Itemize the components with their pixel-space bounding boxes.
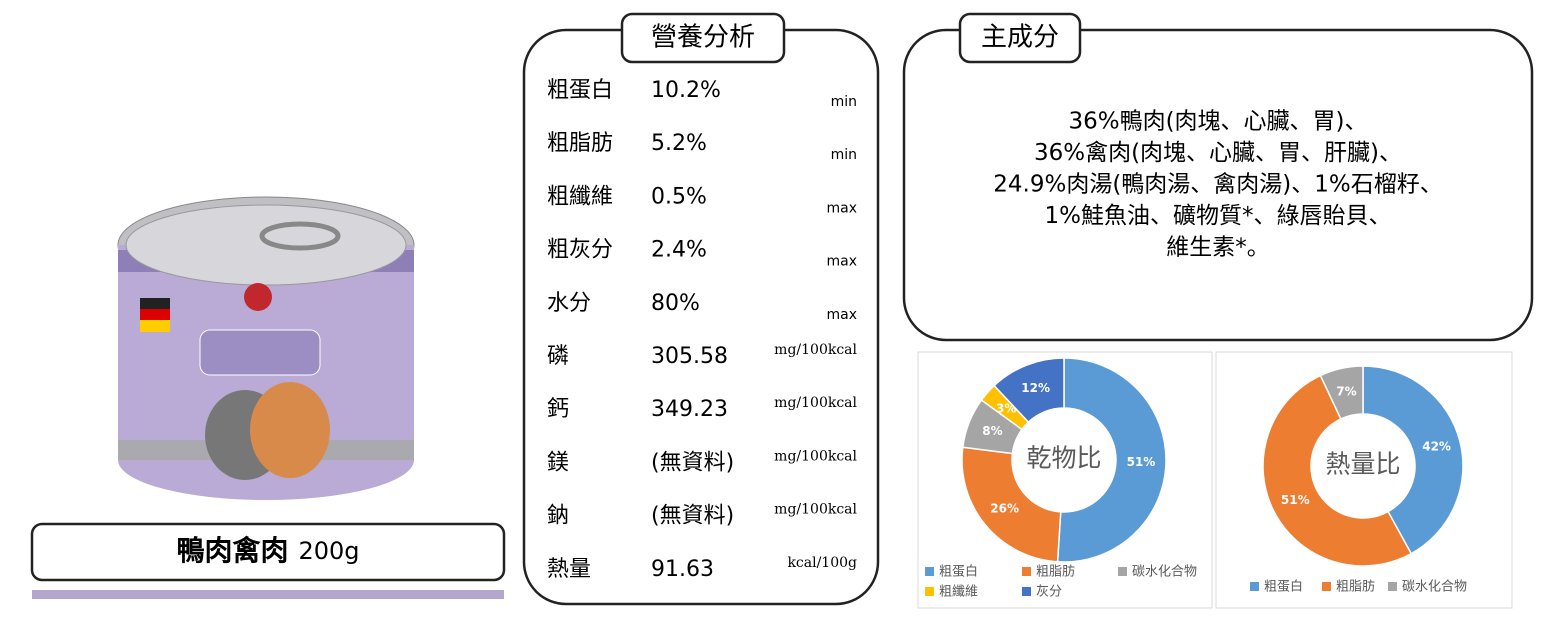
nutrient-value: 5.2% [651,131,707,156]
nutrient-unit: max [826,307,857,323]
nutrient-unit: min [831,147,857,163]
nutrient-value: 349.23 [651,397,728,422]
legend-label: 粗蛋白 [1264,579,1303,595]
ingredients-lines: 36%鴨肉(肉塊、心臟、胃)、 36%禽肉(肉塊、心臟、胃、肝臟)、 24.9%肉湯… [993,109,1443,261]
nutrient-name: 磷 [547,344,569,369]
ingredients-title: 主成分 [981,23,1059,53]
legend-label: 粗蛋白 [939,564,978,580]
nutrient-value: 80% [651,291,700,316]
nutrient-name: 鈉 [547,504,569,529]
product-image [117,196,415,500]
accent-bar [32,590,504,599]
nutrient-unit: mg/100kcal [774,502,857,518]
ingredient-line: 維生素*。 [1166,235,1270,261]
nutrient-unit: kcal/100g [787,555,857,571]
ingredient-line: 1%鮭魚油、礦物質*、綠唇貽貝、 [1045,203,1392,229]
nutrient-name: 粗脂肪 [547,131,613,156]
legend-label: 粗脂肪 [1336,579,1375,595]
legend-swatch [1250,582,1259,591]
product-label: 鴨肉禽肉 200g [176,534,359,567]
nutrient-name: 鈣 [547,397,569,422]
slice-label: 51% [1281,493,1310,507]
ingredient-line: 36%禽肉(肉塊、心臟、胃、肝臟)、 [1034,140,1402,166]
donut-slice [1056,357,1167,563]
nutrition-tab [620,12,786,64]
legend-swatch [1322,582,1331,591]
nutrient-name: 水分 [547,291,591,316]
legend-label: 碳水化合物 [1132,565,1197,580]
name-box [30,522,506,582]
nutrient-value: 2.4% [651,238,707,263]
nutrient-unit: mg/100kcal [774,395,857,411]
nutrient-value: 10.2% [651,78,721,103]
ingredient-line: 24.9%肉湯(鴨肉湯、禽肉湯)、1%石榴籽、 [993,172,1443,198]
legend-label: 粗纖維 [939,585,978,600]
legend-label: 灰分 [1036,585,1062,600]
nutrient-name: 鎂 [547,450,569,475]
slice-label: 3% [996,402,1016,416]
chart-center-title: 乾物比 [1026,444,1101,473]
donut-slice [1362,365,1464,555]
slice-label: 12% [1021,381,1050,395]
legend-swatch [1022,587,1031,596]
slice-label: 42% [1422,440,1451,454]
legend-label: 粗脂肪 [1036,564,1075,580]
nutrient-value: 305.58 [651,344,728,369]
slice-label: 8% [982,424,1002,438]
nutrient-unit: max [826,254,857,270]
nutrient-value: (無資料) [651,450,734,475]
legend-swatch [925,587,934,596]
nutrient-name: 粗灰分 [547,238,613,263]
nutrient-unit: max [826,200,857,216]
donut-slice [961,446,1062,563]
nutrition-title: 營養分析 [651,23,755,53]
ingredients-box [902,28,1534,342]
slice-label: 26% [990,502,1019,516]
nutrition-rows: 粗蛋白 10.2% min 粗脂肪 5.2% min 粗纖維 0.5% max 粗灰分 2.4% ma… [547,78,858,582]
nutrient-name: 粗蛋白 [547,78,613,103]
donut-slice [1319,365,1364,420]
chart-center-title: 熱量比 [1325,450,1400,479]
legend-swatch [1388,582,1397,591]
slice-label: 51% [1127,455,1156,469]
nutrient-unit: mg/100kcal [774,448,857,464]
legend-label: 碳水化合物 [1402,580,1467,595]
product-name: 鴨肉禽肉 [176,534,288,567]
nutrient-value: (無資料) [651,504,734,529]
donut-slice [1262,374,1413,567]
nutrient-value: 0.5% [651,184,707,209]
nutrient-value: 91.63 [651,557,714,582]
legend-swatch [925,567,934,576]
legend-swatch [1118,567,1127,576]
nutrient-name: 熱量 [547,557,591,582]
nutrient-name: 粗纖維 [547,184,613,209]
ingredients-tab [958,12,1082,64]
nutrient-unit: min [831,94,857,110]
ingredient-line: 36%鴨肉(肉塊、心臟、胃)、 [1068,109,1367,135]
donut-slice [993,357,1065,424]
legend-swatch [1022,567,1031,576]
nutrient-unit: mg/100kcal [774,342,857,358]
slice-label: 7% [1336,384,1356,398]
product-weight: 200g [298,537,359,565]
